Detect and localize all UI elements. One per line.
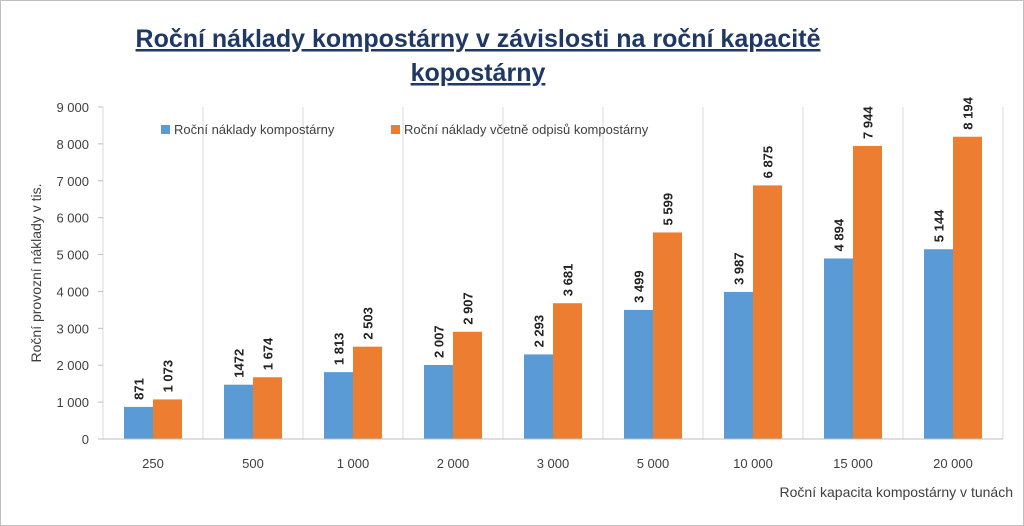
x-tick-label: 15 000 xyxy=(833,456,873,471)
bar-series-2 xyxy=(153,399,182,439)
y-tick-label: 8 000 xyxy=(56,137,89,152)
data-label-series-2: 1 674 xyxy=(261,337,276,370)
x-tick-label: 3 000 xyxy=(537,456,570,471)
grid-lines xyxy=(102,107,1004,439)
data-label-series-1: 3 987 xyxy=(732,252,747,285)
bar-series-2 xyxy=(753,185,782,439)
bar-series-2 xyxy=(353,346,382,439)
legend-label-series-1: Roční náklady kompostárny xyxy=(174,122,335,137)
y-tick-label: 6 000 xyxy=(56,211,89,226)
data-label-series-1: 871 xyxy=(132,378,147,400)
chart-title-line-2: kopostárny xyxy=(411,59,546,87)
data-label-series-1: 3 499 xyxy=(632,270,647,303)
bar-series-1 xyxy=(524,354,553,439)
y-tick-label: 1 000 xyxy=(56,395,89,410)
legend: Roční náklady kompostárny Roční náklady … xyxy=(161,122,649,137)
data-label-series-2: 6 875 xyxy=(761,146,776,179)
data-label-series-1: 5 144 xyxy=(932,209,947,242)
bar-series-1 xyxy=(624,309,653,439)
data-labels: 871 1472 1 813 2 007 2 293 3 499 3 987 4 894 5 1… xyxy=(132,96,976,399)
y-tick-label: 9 000 xyxy=(56,100,89,115)
bar-series-2 xyxy=(553,303,582,439)
data-label-series-1: 1 813 xyxy=(332,333,347,366)
bar-series-1 xyxy=(424,364,453,439)
bar-series-1 xyxy=(224,384,253,439)
legend-swatch-series-1 xyxy=(161,125,170,134)
data-label-series-2: 2 907 xyxy=(461,292,476,325)
y-tick-label: 7 000 xyxy=(56,174,89,189)
bar-series-1 xyxy=(724,291,753,439)
y-axis-title: Roční provozní náklady v tis. xyxy=(28,184,44,363)
data-label-series-2: 1 073 xyxy=(161,360,176,393)
data-label-series-2: 2 503 xyxy=(361,307,376,340)
y-tick-label: 2 000 xyxy=(56,358,89,373)
x-axis-title: Roční kapacita kompostárny v tunách xyxy=(780,484,1013,500)
legend-swatch-series-2 xyxy=(391,125,400,134)
data-label-series-1: 2 007 xyxy=(432,325,447,358)
y-tick-label: 0 xyxy=(82,432,89,447)
bar-series-1 xyxy=(824,258,853,439)
bar-series-2 xyxy=(853,145,882,440)
bar-series-2 xyxy=(253,377,282,439)
bar-series-1 xyxy=(324,372,353,439)
bar-series-1 xyxy=(124,406,153,439)
y-tick-label: 4 000 xyxy=(56,284,89,299)
bar-series-2 xyxy=(453,331,482,439)
bar-series-2 xyxy=(653,232,682,439)
bars xyxy=(124,136,982,440)
x-tick-label: 20 000 xyxy=(933,456,973,471)
data-label-series-2: 7 944 xyxy=(861,106,876,139)
y-tick-label: 5 000 xyxy=(56,248,89,263)
chart-title-line-1: Roční náklady kompostárny v závislosti n… xyxy=(136,25,821,53)
x-tick-label: 1 000 xyxy=(337,456,370,471)
data-label-series-2: 3 681 xyxy=(561,264,576,297)
y-tick-label: 3 000 xyxy=(56,321,89,336)
x-tick-label: 250 xyxy=(142,456,164,471)
data-label-series-1: 4 894 xyxy=(832,218,847,251)
x-tick-label: 5 000 xyxy=(637,456,670,471)
data-label-series-2: 8 194 xyxy=(961,96,976,129)
data-label-series-1: 1472 xyxy=(232,349,247,378)
axes: 0 1 000 2 000 3 000 4 000 5 000 6 000 7 000 8 00… xyxy=(56,100,1003,471)
bar-series-2 xyxy=(953,136,982,440)
x-tick-label: 500 xyxy=(242,456,264,471)
x-tick-label: 10 000 xyxy=(733,456,773,471)
bar-series-1 xyxy=(924,249,953,439)
data-label-series-2: 5 599 xyxy=(661,193,676,226)
x-tick-label: 2 000 xyxy=(437,456,470,471)
data-label-series-1: 2 293 xyxy=(532,315,547,348)
legend-label-series-2: Roční náklady včetně odpisů kompostárny xyxy=(404,122,649,137)
